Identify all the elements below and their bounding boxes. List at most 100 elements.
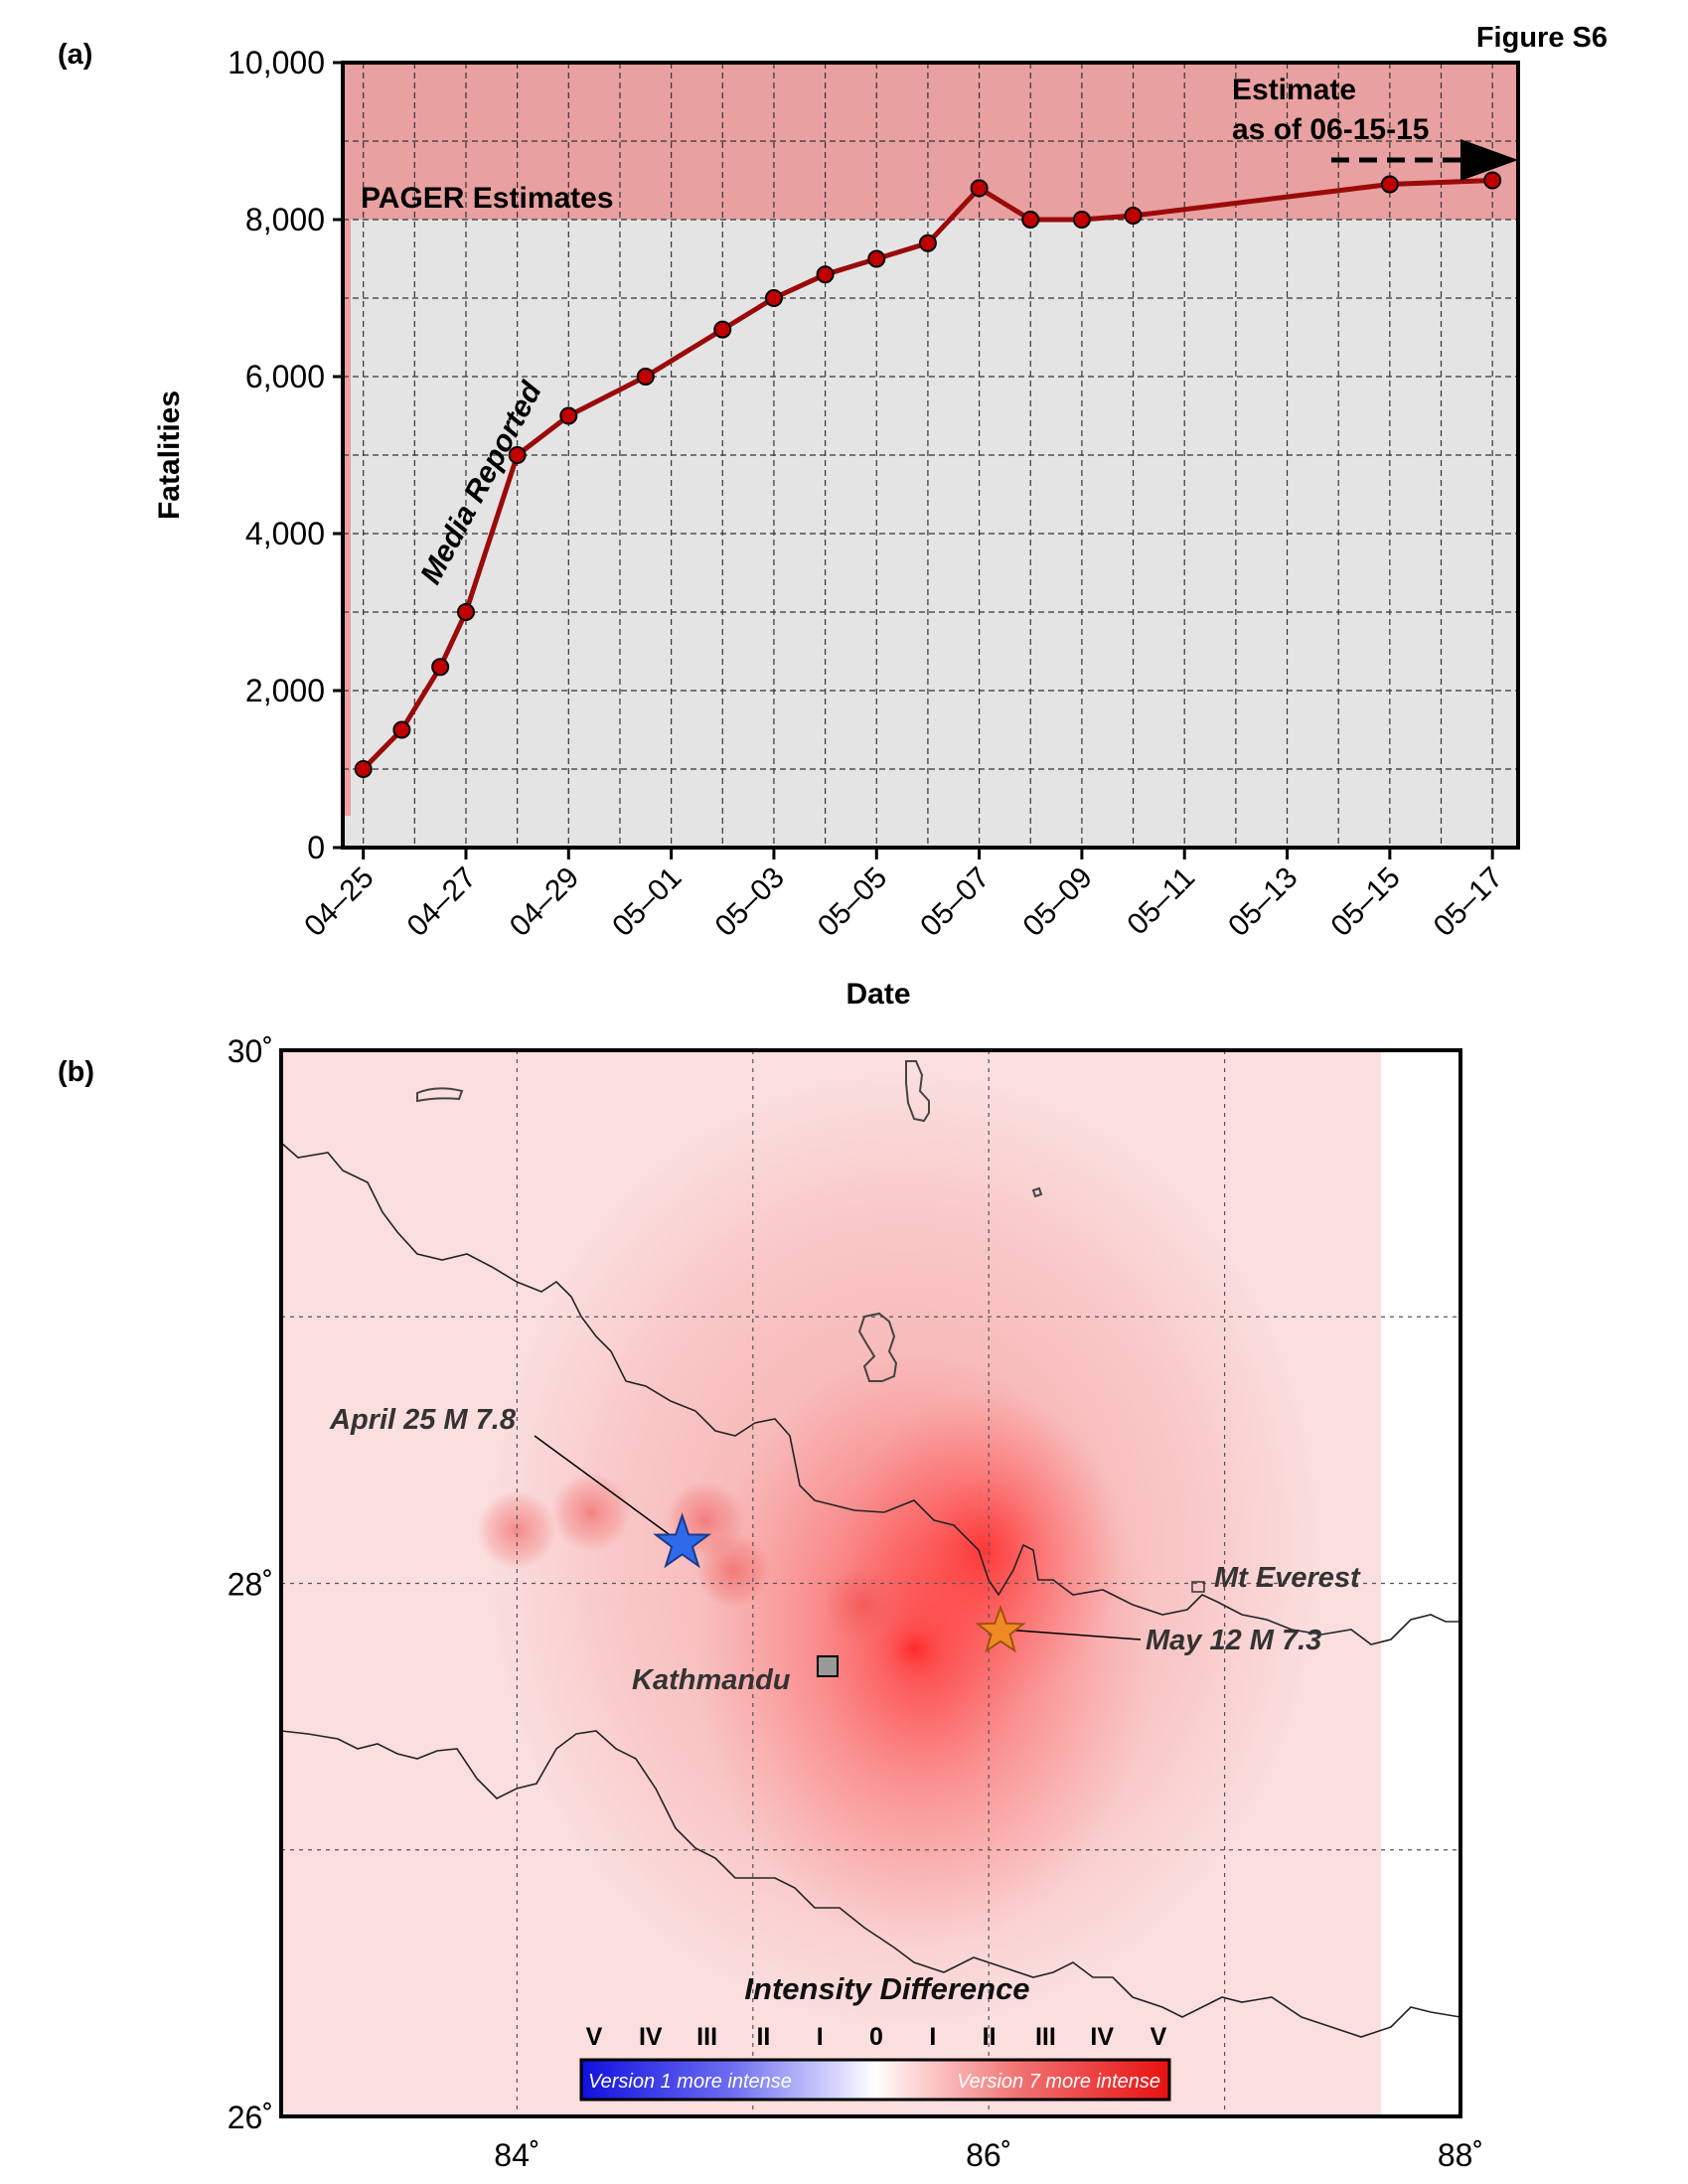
data-point <box>354 760 373 778</box>
colorbar-tick-label: II <box>756 2023 770 2051</box>
x-tick-label: 05–03 <box>709 861 791 943</box>
colorbar-left-label: Version 1 more intense <box>588 2071 792 2093</box>
data-point <box>918 234 937 252</box>
left-red-strip <box>343 220 351 816</box>
colorbar-tick-label: V <box>1151 2023 1167 2051</box>
estimate-annotation-line2: as of 06-15-15 <box>1232 113 1429 146</box>
y-axis-label: Fatalities <box>153 390 186 520</box>
data-point <box>559 406 578 425</box>
may-callout-line <box>1002 1629 1142 1640</box>
intensity-map: April 25 M 7.8 May 12 M 7.3 Kathmandu Mt… <box>228 1033 1483 2173</box>
colorbar-tick-label: 0 <box>869 2023 883 2051</box>
colorbar-tick-label: III <box>696 2023 717 2051</box>
data-point <box>970 179 989 198</box>
data-point <box>1124 207 1143 226</box>
data-point <box>867 249 886 268</box>
intensity-blob <box>874 1610 954 1689</box>
lake-outline <box>1031 1186 1043 1198</box>
lake-outline <box>857 1312 898 1382</box>
x-tick-label: 05–07 <box>914 861 996 943</box>
grid <box>343 63 1518 848</box>
intensity-blob <box>477 1490 556 1570</box>
x-axis-ticks: 04–25 04–27 04–29 05–01 05–03 05–05 05–07 05–09… <box>298 848 1509 943</box>
mt-everest-label: Mt Everest <box>1214 1562 1361 1594</box>
x-tick-label: 05–17 <box>1428 861 1509 943</box>
april-25-label: April 25 M 7.8 <box>329 1404 517 1436</box>
x-tick-label: 05–05 <box>812 861 893 943</box>
colorbar-tick-label: III <box>1035 2023 1056 2051</box>
intensity-blob <box>551 1473 631 1552</box>
y-tick-label: 2,000 <box>245 673 325 708</box>
x-tick-label: 05–09 <box>1017 861 1099 943</box>
may-12-epicenter-star <box>975 1604 1026 1653</box>
lake-outline <box>905 1060 930 1123</box>
data-point <box>456 603 475 621</box>
x-axis-label: Date <box>845 978 910 1011</box>
estimate-arrow-head <box>1460 139 1518 181</box>
data-point <box>636 368 655 386</box>
map-latitude-ticks: 30˚ 28˚ 26˚ <box>228 1033 273 2135</box>
longitude-tick-label: 88˚ <box>1438 2137 1483 2173</box>
x-tick-label: 05–15 <box>1324 861 1406 943</box>
colorbar <box>579 2058 1171 2102</box>
intensity-blob <box>695 1532 771 1608</box>
map-frame <box>279 1048 1462 2118</box>
x-tick-label: 05–11 <box>1121 861 1201 942</box>
x-tick-label: 05–01 <box>606 861 688 943</box>
y-axis-ticks: 0 2,000 4,000 6,000 8,000 10,000 <box>228 45 343 865</box>
map-longitude-ticks: 84˚ 86˚ 88˚ <box>494 2137 1483 2173</box>
colorbar-tick-label: IV <box>1090 2023 1114 2051</box>
latitude-tick-label: 28˚ <box>228 1567 273 1603</box>
colorbar-tick-label: II <box>983 2023 997 2051</box>
colorbar-tick-label: I <box>817 2023 824 2051</box>
plot-frame <box>341 61 1520 850</box>
x-tick-label: 04–25 <box>298 861 380 943</box>
data-point <box>1021 211 1040 229</box>
may-12-label: May 12 M 7.3 <box>1146 1625 1321 1656</box>
colorbar-ticks: V IV III II I 0 I II III IV V <box>586 2023 1167 2051</box>
colorbar-tick-label: I <box>929 2023 936 2051</box>
kathmandu-marker <box>817 1655 839 1677</box>
x-tick-label: 05–13 <box>1222 861 1304 943</box>
border-south <box>281 1730 1460 2038</box>
april-callout-line <box>534 1435 685 1546</box>
data-point <box>1072 211 1091 229</box>
map-grid <box>281 1050 1460 2116</box>
y-tick-label: 10,000 <box>228 45 325 80</box>
data-point <box>764 289 783 307</box>
colorbar-tick-label: IV <box>639 2023 663 2051</box>
everest-marker <box>1191 1581 1205 1593</box>
longitude-tick-label: 84˚ <box>494 2137 539 2173</box>
data-point <box>1380 175 1399 194</box>
intensity-blob <box>823 1565 902 1644</box>
y-tick-label: 6,000 <box>245 359 325 394</box>
data-point <box>816 265 835 284</box>
y-tick-label: 0 <box>307 830 325 865</box>
x-tick-label: 04–27 <box>401 861 483 943</box>
kathmandu-label: Kathmandu <box>632 1664 791 1696</box>
colorbar-title: Intensity Difference <box>744 1971 1029 2006</box>
estimate-annotation-line1: Estimate <box>1232 74 1356 106</box>
april-25-epicenter-star <box>653 1512 712 1569</box>
panel-a-label: (a) <box>58 39 92 71</box>
border-north <box>281 1142 1460 1645</box>
colorbar-right-label: Version 7 more intense <box>957 2071 1160 2093</box>
panel-b-label: (b) <box>58 1056 94 1088</box>
band-label: PAGER Estimates <box>361 182 614 215</box>
y-tick-label: 4,000 <box>245 516 325 551</box>
y-tick-label: 8,000 <box>245 202 325 237</box>
series-media-reported <box>354 171 1502 778</box>
data-point <box>1483 171 1502 190</box>
longitude-tick-label: 86˚ <box>966 2137 1011 2173</box>
latitude-tick-label: 26˚ <box>228 2100 273 2135</box>
x-tick-label: 04–29 <box>504 861 585 943</box>
latitude-tick-label: 30˚ <box>228 1033 273 1069</box>
data-point <box>431 658 450 677</box>
data-point <box>713 320 732 339</box>
figure-label: Figure S6 <box>1476 22 1608 54</box>
colorbar-tick-label: V <box>586 2023 603 2051</box>
data-point <box>392 720 411 739</box>
data-point <box>508 446 527 464</box>
